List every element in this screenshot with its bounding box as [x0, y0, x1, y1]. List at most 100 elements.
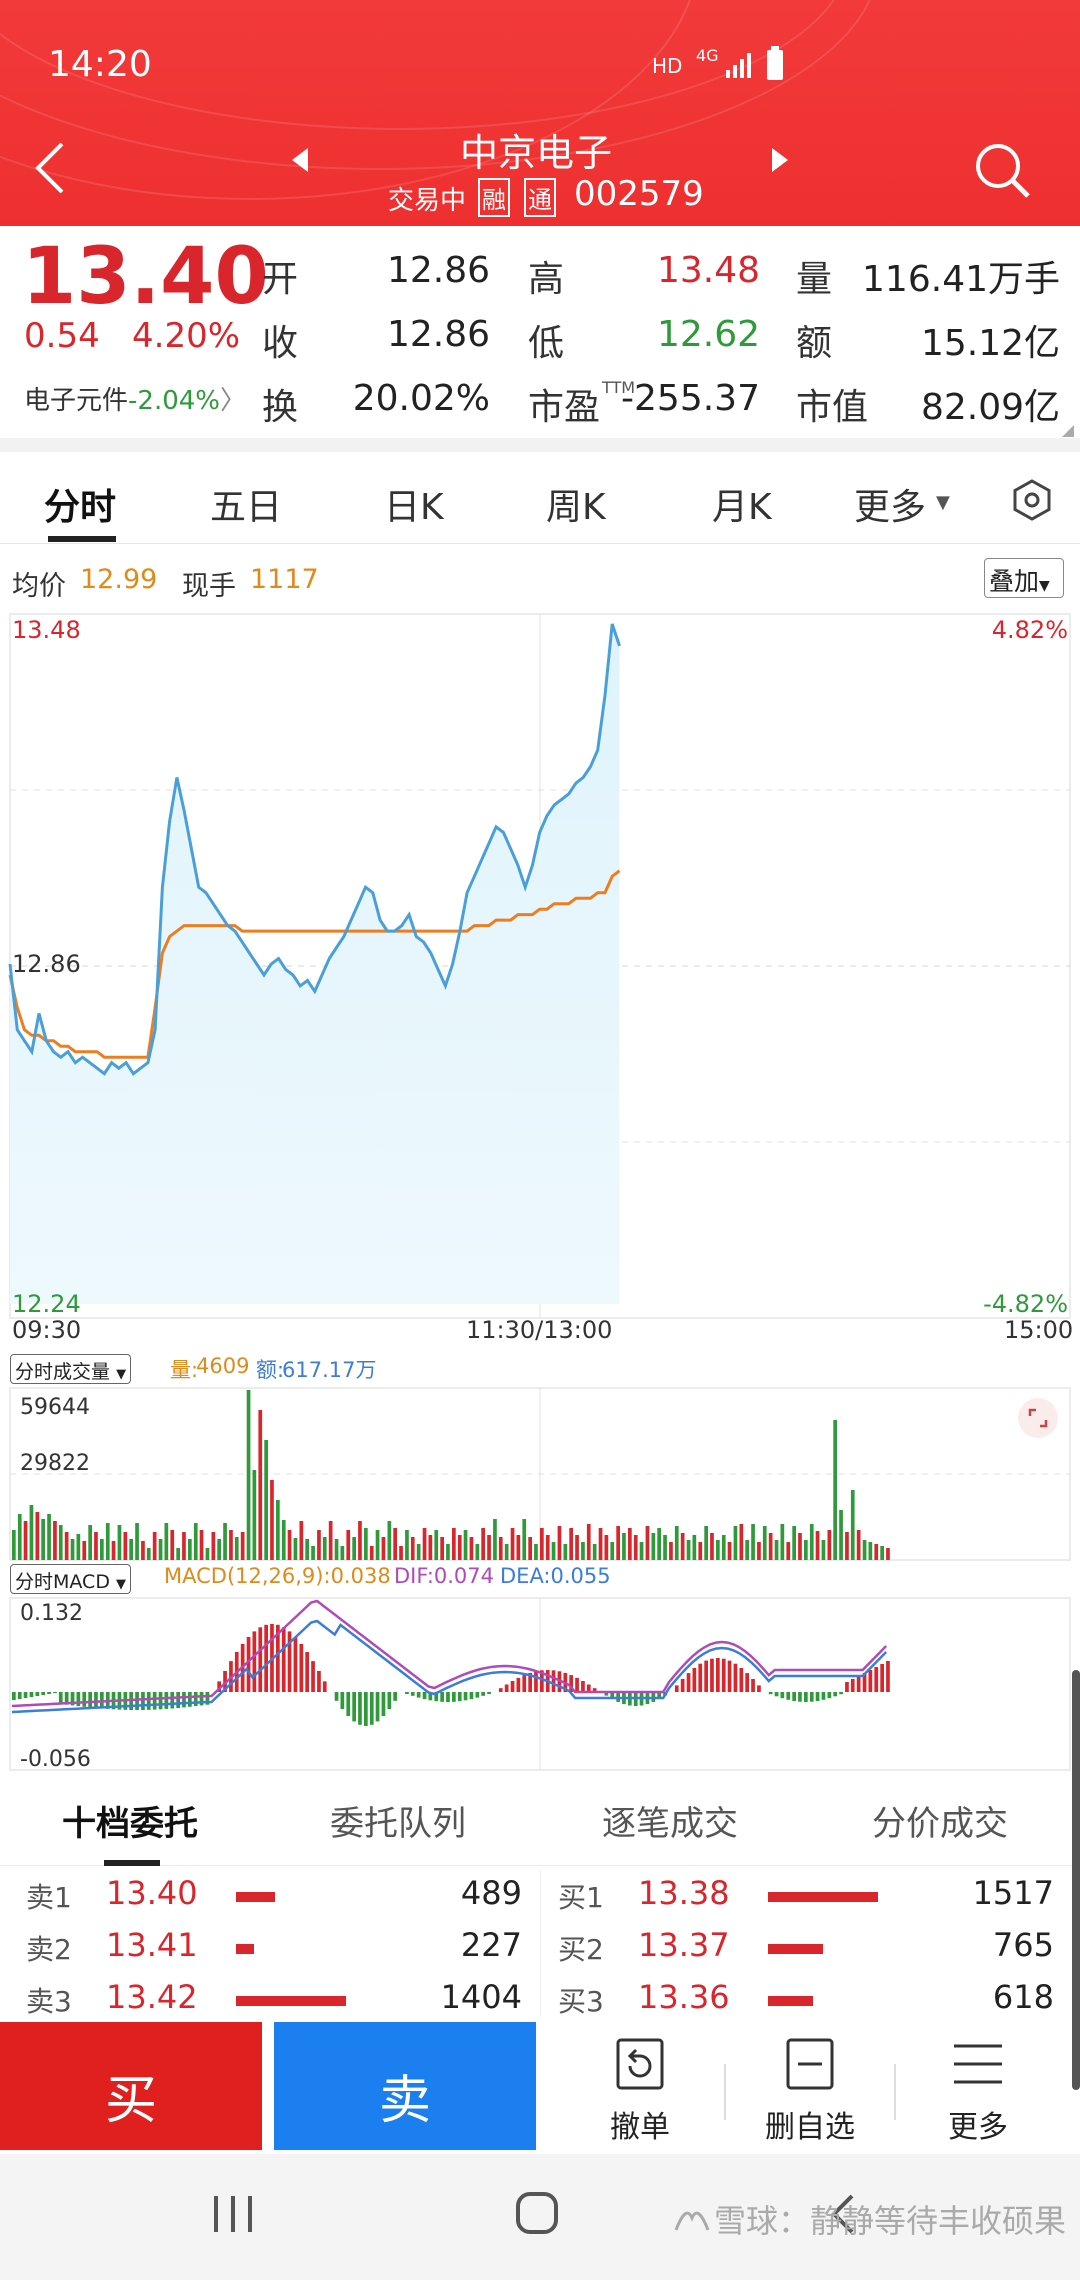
tab-five-day[interactable]: 五日	[210, 487, 283, 528]
remove-favorite-button[interactable]: 删自选	[730, 2036, 890, 2146]
macd-bar	[70, 1692, 75, 1706]
bid-row[interactable]: 买2 13.37 765	[540, 1922, 1080, 1974]
tab-ten-level[interactable]: 十档委托	[62, 1804, 198, 1844]
macd-bar	[739, 1668, 744, 1692]
prev-stock-icon[interactable]	[292, 148, 312, 176]
bid-row[interactable]: 买1 13.38 1517	[540, 1870, 1080, 1922]
volume-bar	[100, 1539, 104, 1560]
chevron-right-icon: 〉	[220, 386, 247, 416]
macd-bar	[745, 1673, 749, 1692]
buy-button[interactable]: 买	[0, 2022, 262, 2150]
ask-volume-bar	[236, 1944, 254, 1954]
volume-bar	[710, 1533, 714, 1560]
bid-level-label: 买3	[558, 1985, 604, 2018]
price-line	[8, 623, 621, 1076]
volume-bar	[328, 1521, 333, 1560]
back-nav-icon[interactable]	[828, 2192, 858, 2240]
volume-bar	[704, 1526, 708, 1560]
ask-level-label: 卖1	[26, 1881, 72, 1914]
tab-daily-k[interactable]: 日K	[384, 487, 444, 528]
bid-volume-bar	[768, 1892, 878, 1902]
macd-bar	[457, 1692, 462, 1702]
volume-bar	[23, 1521, 28, 1560]
macd-bar	[94, 1692, 98, 1708]
macd-bar	[88, 1692, 92, 1708]
volume-bar	[422, 1528, 427, 1560]
more-button[interactable]: 更多	[898, 2036, 1058, 2146]
macd-bar	[604, 1692, 609, 1696]
next-stock-icon[interactable]	[768, 148, 788, 176]
volume-bar	[680, 1533, 685, 1560]
macd-selector[interactable]: 分时MACD ▼	[10, 1564, 132, 1594]
volume-selector[interactable]: 分时成交量 ▼	[10, 1354, 132, 1384]
y-tick-mid: 12.86	[12, 950, 81, 978]
macd-bar	[839, 1692, 843, 1695]
tab-more[interactable]: 更多	[854, 487, 927, 528]
recent-apps-icon[interactable]	[212, 2194, 258, 2240]
macd-bar	[721, 1658, 726, 1692]
sell-button[interactable]: 卖	[274, 2022, 536, 2150]
macd-bar	[287, 1631, 292, 1692]
macd-bar	[58, 1692, 63, 1704]
fullscreen-icon[interactable]	[1018, 1398, 1058, 1438]
volume-bar	[88, 1525, 92, 1560]
macd-bar	[827, 1692, 832, 1699]
tab-monthly-k[interactable]: 月K	[712, 487, 772, 528]
volume-bar	[569, 1528, 573, 1560]
search-icon[interactable]	[972, 140, 1032, 204]
volume-bar	[528, 1537, 532, 1560]
volume-bar	[276, 1500, 280, 1560]
macd-bar	[540, 1670, 544, 1692]
home-icon[interactable]	[514, 2190, 562, 2242]
bid-row[interactable]: 买3 13.36 618	[540, 1974, 1080, 2026]
volume-bar	[246, 1390, 251, 1560]
macd-bar	[364, 1692, 368, 1726]
volume-bar	[862, 1540, 867, 1560]
overlay-dropdown[interactable]: 叠加▼	[984, 558, 1064, 598]
macd-bar	[205, 1692, 210, 1705]
volume-bar	[463, 1530, 468, 1560]
volume-tick-top: 59644	[20, 1395, 90, 1420]
volume-bar	[762, 1526, 767, 1560]
ask-price: 13.40	[106, 1874, 198, 1912]
ask-row[interactable]: 卖2 13.41 227	[0, 1922, 540, 1974]
macd-bar	[809, 1692, 814, 1702]
cancel-order-button[interactable]: 撤单	[560, 2036, 720, 2146]
settings-hexagon-icon[interactable]	[1010, 478, 1054, 526]
macd-bar	[41, 1692, 45, 1695]
ask-quantity: 1404	[440, 1978, 522, 2016]
tab-weekly-k[interactable]: 周K	[546, 487, 606, 528]
ask-row[interactable]: 卖1 13.40 489	[0, 1870, 540, 1922]
macd-selector-label: 分时MACD	[15, 1571, 110, 1593]
intraday-price-chart[interactable]: 13.48 12.86 12.24 4.82% -4.82%	[0, 608, 1080, 1328]
volume-bar	[229, 1530, 233, 1560]
volume-bar	[757, 1542, 761, 1560]
volume-bar	[663, 1535, 667, 1560]
edge-handle[interactable]	[1072, 1670, 1080, 2090]
volume-bar	[405, 1530, 409, 1560]
volume-bar	[868, 1542, 873, 1560]
macd-bar	[82, 1692, 87, 1707]
macd-chart: 0.132 -0.056	[9, 1597, 1071, 1772]
bid-volume-bar	[768, 1944, 823, 1954]
tab-price-trades[interactable]: 分价成交	[872, 1804, 1008, 1844]
divider	[894, 2064, 896, 2120]
macd-bar	[358, 1692, 362, 1725]
cur-hand-label: 现手	[182, 571, 236, 602]
sector-link[interactable]: 电子元件-2.04%〉	[24, 380, 246, 417]
ask-row[interactable]: 卖3 13.42 1404	[0, 1974, 540, 2026]
volume-bar	[416, 1544, 421, 1560]
trade-status: 交易中	[388, 186, 467, 216]
expand-corner-icon[interactable]	[1062, 422, 1074, 441]
macd-bar	[704, 1660, 708, 1692]
tab-intraday[interactable]: 分时	[44, 487, 117, 528]
macd-bar	[164, 1692, 169, 1709]
tab-tick-trades[interactable]: 逐笔成交	[602, 1804, 738, 1844]
tab-order-queue[interactable]: 委托队列	[330, 1804, 466, 1844]
back-icon[interactable]	[32, 140, 68, 200]
volume-bar	[657, 1528, 661, 1560]
macd-bar	[223, 1671, 227, 1692]
macd-bar	[170, 1692, 175, 1709]
volume-bar	[217, 1539, 221, 1560]
volume-bar	[809, 1524, 814, 1560]
